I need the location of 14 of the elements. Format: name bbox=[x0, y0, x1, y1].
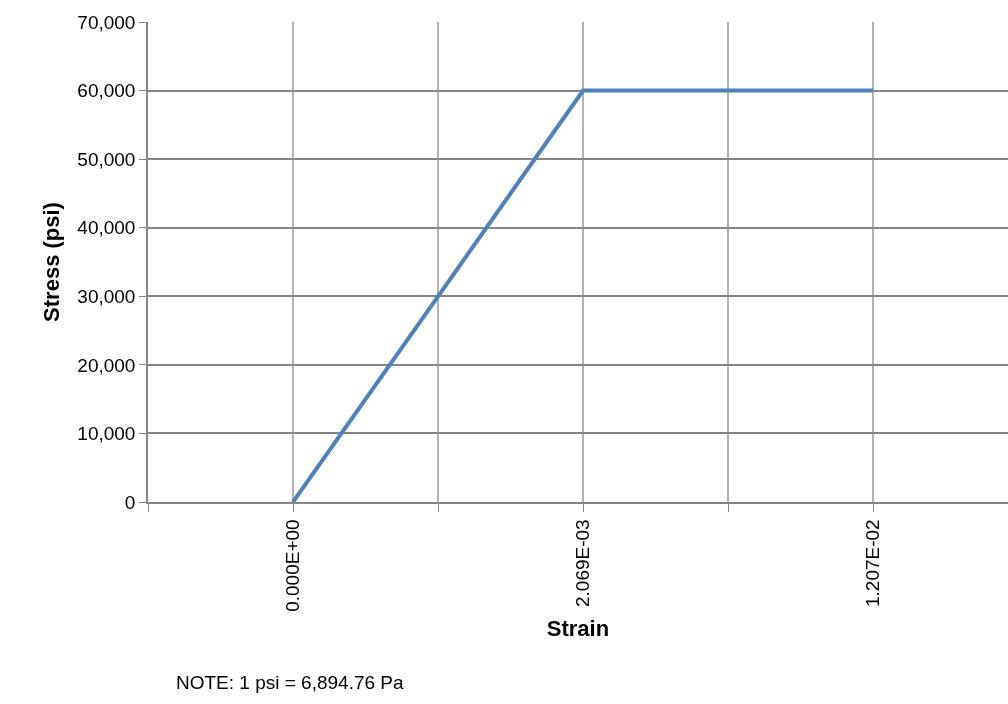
y-tick-label: 20,000 bbox=[77, 354, 136, 376]
x-tick-label: 0.000E+00 bbox=[282, 519, 304, 612]
y-tick-label: 10,000 bbox=[77, 423, 136, 445]
y-tick-label: 70,000 bbox=[77, 11, 136, 33]
x-tick-label: 2.069E-03 bbox=[572, 519, 594, 608]
y-tick-label: 40,000 bbox=[77, 217, 136, 239]
y-tick-label: 30,000 bbox=[77, 285, 136, 307]
y-tick-label: 60,000 bbox=[77, 80, 136, 102]
y-tick-label: 50,000 bbox=[77, 148, 136, 170]
y-axis-title: Stress (psi) bbox=[38, 202, 64, 322]
y-tick-label: 0 bbox=[124, 491, 136, 513]
text: NOTE: 1 psi = 6,894.76 Pa bbox=[176, 672, 405, 693]
x-tick-label: 1.207E-02 bbox=[862, 519, 884, 608]
x-axis-title: Strain bbox=[546, 616, 610, 642]
